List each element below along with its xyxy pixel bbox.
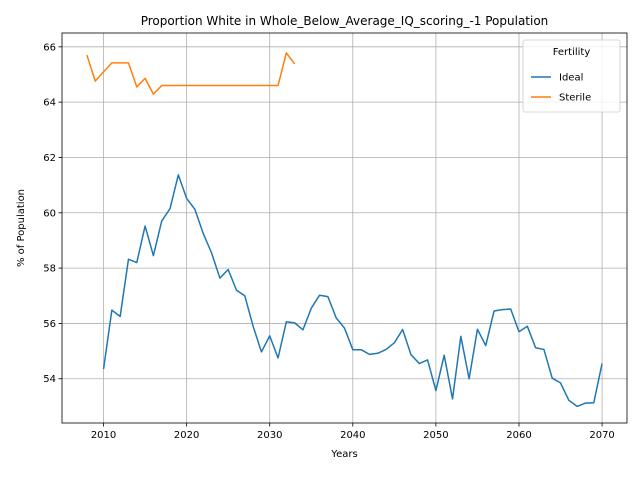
x-tick-label: 2020 [174,430,199,441]
y-tick-label: 58 [43,264,56,275]
x-tick-label: 2060 [506,430,531,441]
chart-title: Proportion White in Whole_Below_Average_… [141,14,549,28]
y-axis-ticks: 54 56 58 60 62 64 66 [43,42,62,385]
y-tick-label: 60 [43,208,56,219]
plot-frame [61,32,628,424]
series-lines [86,52,603,408]
x-tick-label: 2030 [257,430,282,441]
y-axis-label: % of Population [16,189,27,267]
y-tick-label: 54 [43,374,56,385]
legend-label-sterile: Sterile [559,93,591,104]
x-tick-label: 2040 [340,430,365,441]
series-line-ideal [102,174,603,408]
x-axis-label: Years [330,449,357,460]
legend-title: Fertility [553,47,591,58]
x-tick-label: 2070 [589,430,614,441]
series-line-sterile [86,52,296,95]
x-axis-ticks: 2010 2020 2030 2040 2050 2060 2070 [91,423,615,441]
y-tick-label: 56 [43,319,56,330]
legend-label-ideal: Ideal [559,73,583,84]
legend-items: Ideal Sterile [531,73,591,104]
y-tick-label: 66 [43,42,56,53]
y-tick-label: 62 [43,153,56,164]
x-tick-label: 2010 [91,430,116,441]
legend: Fertility Ideal Sterile [522,39,621,113]
x-tick-label: 2050 [423,430,448,441]
legend-box [522,39,621,113]
y-tick-label: 64 [43,98,56,109]
